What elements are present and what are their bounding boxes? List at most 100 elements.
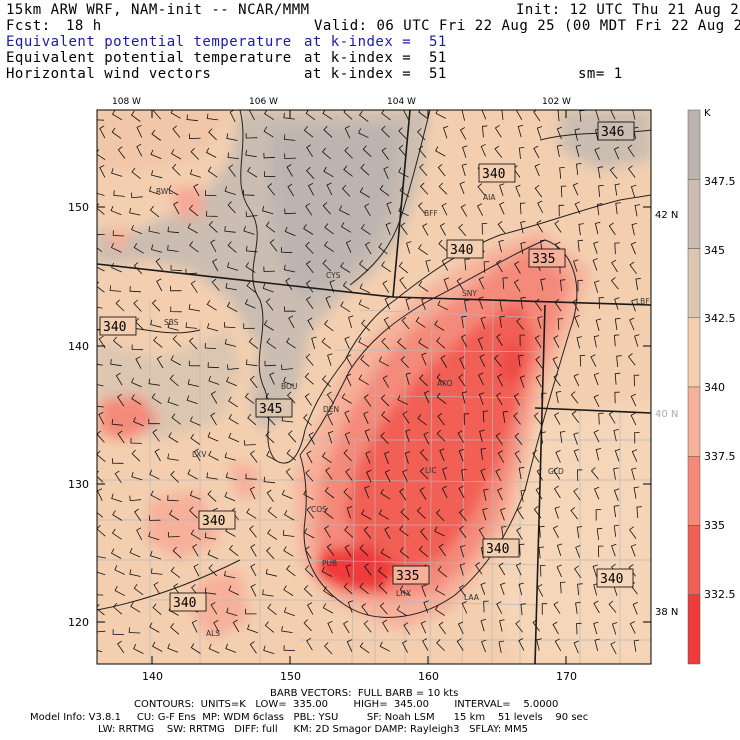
wind-barb	[483, 600, 489, 613]
wind-barb	[326, 182, 333, 196]
wind-barb	[516, 317, 525, 330]
wind-barb	[518, 637, 525, 651]
contour-label-box: 335	[392, 565, 430, 585]
lon-label: 102 W	[542, 97, 571, 107]
wind-barb	[459, 563, 466, 576]
wind-barb	[559, 279, 566, 292]
wind-barb	[224, 186, 236, 195]
wind-barb	[170, 264, 182, 272]
wind-barb	[149, 205, 160, 218]
wind-barb	[190, 280, 198, 293]
wind-barb	[383, 316, 391, 330]
wind-barb	[613, 334, 620, 347]
forecast-hour-value: 18 h	[66, 18, 102, 34]
wind-barb	[172, 546, 182, 559]
wind-barb	[149, 515, 161, 521]
wind-barb	[343, 449, 352, 462]
wind-barb	[536, 220, 544, 233]
wind-barb	[323, 125, 333, 138]
lat-label: 40 N	[655, 409, 678, 420]
wind-barb	[208, 450, 219, 461]
wind-barb	[436, 639, 445, 651]
wind-barb	[225, 282, 237, 291]
wind-barb	[440, 355, 448, 368]
wind-barb	[306, 166, 315, 179]
wind-barb	[377, 566, 388, 579]
colorbar-swatch	[687, 109, 701, 180]
svg-text:335: 335	[396, 569, 419, 584]
wind-barb	[98, 335, 106, 349]
wind-barb	[345, 373, 352, 387]
wind-barb	[245, 133, 258, 139]
wind-barb	[519, 543, 525, 556]
wind-barb	[435, 585, 446, 596]
wind-barb	[480, 316, 486, 330]
wind-barb	[590, 467, 599, 480]
wind-barb	[401, 640, 408, 653]
wind-barb	[167, 322, 179, 331]
wind-barb	[151, 170, 163, 179]
wind-barb	[348, 315, 354, 329]
wind-barb	[169, 374, 179, 387]
wind-barb	[499, 582, 506, 596]
wind-barb	[537, 316, 543, 329]
wind-barb	[115, 372, 123, 386]
wind-barb	[425, 259, 431, 273]
wind-barb	[558, 204, 565, 217]
wind-barb	[267, 603, 277, 616]
wind-barb	[283, 264, 296, 273]
wind-barb	[204, 342, 217, 349]
contour-label-box: 340	[99, 316, 137, 336]
wind-barb	[434, 605, 445, 616]
wind-barb	[263, 152, 276, 159]
wind-barb	[403, 622, 411, 635]
wind-barb	[477, 183, 486, 196]
state-borders	[97, 110, 651, 664]
wind-barb	[97, 470, 104, 483]
wind-barb	[459, 525, 467, 539]
wind-barb	[629, 526, 637, 539]
wind-barb	[306, 637, 313, 651]
wind-barb	[421, 352, 427, 366]
wind-barb	[148, 226, 160, 234]
wind-barb	[513, 412, 521, 425]
wind-barb	[435, 509, 445, 522]
wind-barb	[151, 129, 162, 141]
wind-barb	[541, 392, 547, 405]
wind-barb	[227, 201, 236, 214]
wind-barb	[630, 544, 637, 557]
wind-barb	[593, 241, 599, 254]
wind-barb	[189, 506, 198, 519]
wind-barb	[381, 337, 390, 350]
wind-barb	[535, 356, 543, 369]
wind-barb	[382, 280, 390, 293]
wind-barb	[380, 394, 390, 407]
wind-barb	[379, 184, 390, 197]
colorbar-label: 347.5	[704, 175, 736, 188]
contour-label-box: 345	[255, 398, 293, 418]
axis-ticks	[97, 110, 651, 664]
wind-barb	[208, 128, 217, 141]
wind-barb	[630, 241, 637, 255]
wind-barb	[170, 306, 182, 313]
wind-barb	[415, 316, 426, 328]
wind-barb	[481, 110, 487, 120]
wind-barb	[283, 585, 294, 596]
wind-barb	[520, 603, 526, 616]
wind-barb	[117, 640, 125, 654]
wind-barb	[461, 315, 467, 328]
wind-barb	[397, 395, 408, 405]
wind-barb	[364, 241, 372, 255]
wind-barb	[284, 226, 296, 237]
wind-barb	[610, 277, 619, 290]
wind-barb	[436, 429, 446, 442]
wind-barb	[284, 306, 296, 312]
station-label: BFF	[424, 209, 438, 218]
wind-barb	[190, 147, 200, 160]
wind-barb	[224, 491, 236, 502]
wind-barb	[97, 630, 106, 633]
wind-barb	[363, 411, 369, 424]
wind-barb	[576, 163, 582, 176]
colorbar-swatch	[687, 386, 701, 457]
wind-barb	[280, 247, 293, 254]
